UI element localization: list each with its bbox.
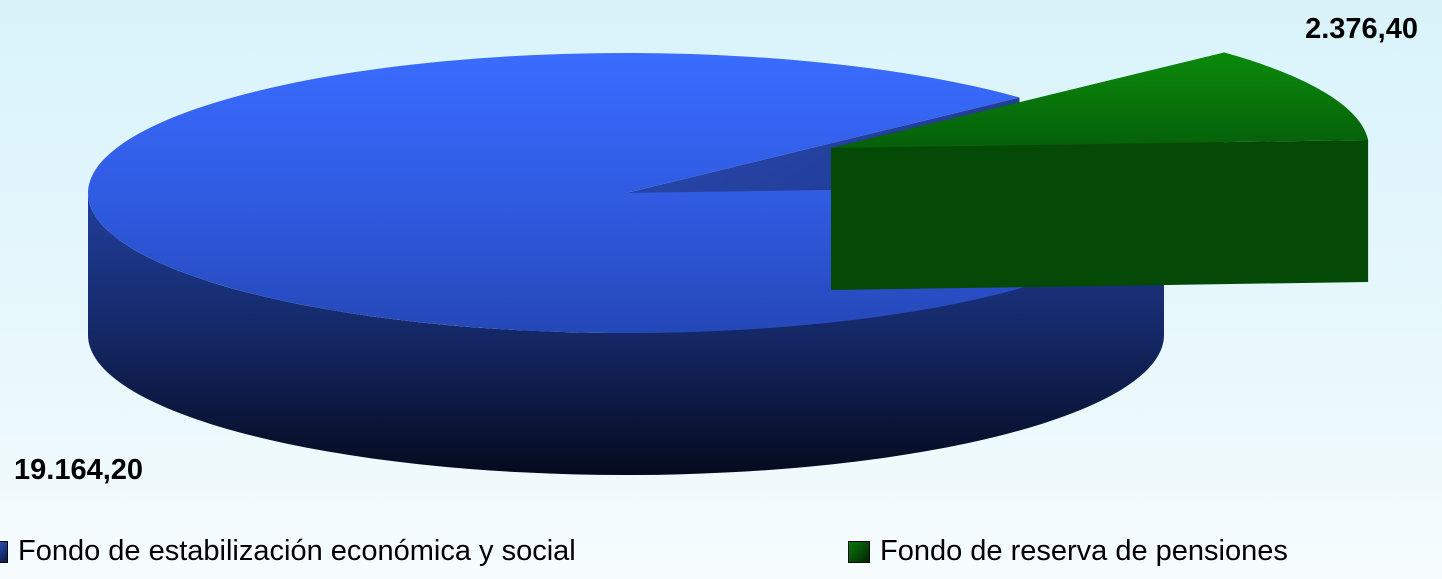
slice-pensiones-top xyxy=(831,52,1369,148)
pie-chart: 19.164,20 2.376,40 xyxy=(14,13,1418,486)
slice-estabilizacion-side xyxy=(88,193,1164,475)
legend-swatch-blue-icon xyxy=(0,540,8,563)
legend-item-estabilizacion: Fondo de estabilización económica y soci… xyxy=(0,535,576,568)
legend-label: Fondo de estabilización económica y soci… xyxy=(18,535,576,567)
data-label-pensiones: 2.376,40 xyxy=(1305,13,1418,45)
legend-item-pensiones: Fondo de reserva de pensiones xyxy=(848,535,1288,568)
legend-label: Fondo de reserva de pensiones xyxy=(880,535,1288,567)
legend-swatch-green-icon xyxy=(848,540,870,563)
data-label-estabilizacion: 19.164,20 xyxy=(14,454,143,486)
chart-legend: Fondo de estabilización económica y soci… xyxy=(0,535,1442,579)
